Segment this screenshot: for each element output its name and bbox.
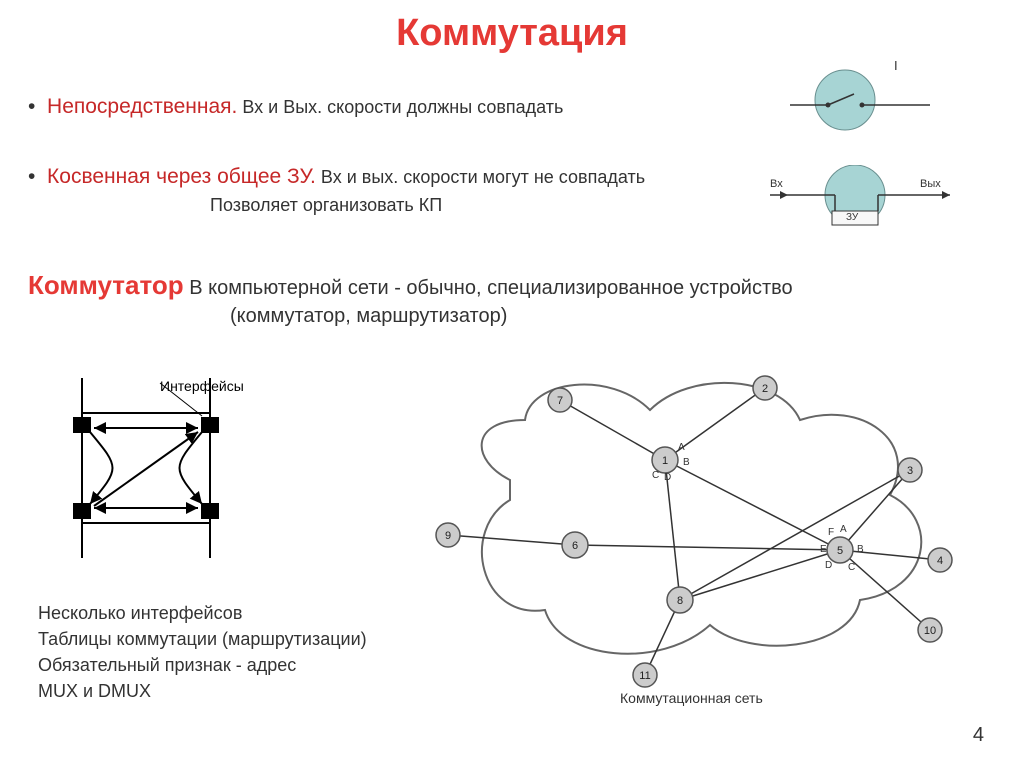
- section-commutator-sub: (коммутатор, маршрутизатор): [230, 305, 507, 328]
- note-line-2: Таблицы коммутации (маршрутизации): [38, 626, 367, 652]
- svg-text:C: C: [652, 470, 659, 481]
- page-number: 4: [973, 724, 984, 747]
- svg-text:B: B: [683, 457, 690, 468]
- bullet-direct: • Непосредственная. Вх и Вых. скорости д…: [28, 95, 563, 119]
- bullet-indirect-rest: Вх и вых. скорости могут не совпадать: [316, 167, 645, 187]
- svg-text:5: 5: [837, 545, 843, 557]
- svg-text:A: A: [678, 442, 685, 453]
- svg-text:6: 6: [572, 540, 578, 552]
- svg-text:10: 10: [924, 625, 936, 637]
- svg-text:D: D: [825, 560, 832, 571]
- interfaces-diagram: [60, 378, 260, 558]
- network-caption: Коммутационная сеть: [620, 690, 763, 706]
- svg-text:3: 3: [907, 465, 913, 477]
- page-title: Коммутация: [0, 12, 1024, 55]
- bullet-indirect-sub: Позволяет организовать КП: [210, 195, 442, 216]
- section-commutator-term: Коммутатор: [28, 270, 184, 300]
- svg-text:F: F: [828, 527, 834, 538]
- network-diagram: 1568234791011 ABCDFAEBDC: [430, 360, 970, 690]
- note-line-1: Несколько интерфейсов: [38, 600, 367, 626]
- label-zu: ЗУ: [846, 212, 858, 223]
- svg-text:4: 4: [937, 555, 943, 567]
- bullet-indirect-term: Косвенная через общее ЗУ.: [47, 165, 316, 188]
- svg-text:9: 9: [445, 530, 451, 542]
- svg-text:C: C: [848, 562, 855, 573]
- bullet-direct-rest: Вх и Вых. скорости должны совпадать: [237, 97, 563, 117]
- switch-indirect-icon: [770, 165, 950, 235]
- bullet-direct-term: Непосредственная.: [47, 95, 237, 118]
- switch-direct-icon: [790, 65, 930, 135]
- svg-text:2: 2: [762, 383, 768, 395]
- svg-text:8: 8: [677, 595, 683, 607]
- svg-text:7: 7: [557, 395, 563, 407]
- svg-text:D: D: [664, 472, 671, 483]
- svg-text:B: B: [857, 544, 864, 555]
- svg-text:11: 11: [639, 670, 650, 682]
- section-commutator-rest: В компьютерной сети - обычно, специализи…: [184, 277, 793, 299]
- note-line-3: Обязательный признак - адрес: [38, 652, 367, 678]
- section-commutator: Коммутатор В компьютерной сети - обычно,…: [28, 270, 793, 301]
- svg-text:E: E: [820, 544, 827, 555]
- svg-text:1: 1: [662, 455, 668, 467]
- note-line-4: MUX и DMUX: [38, 678, 367, 704]
- bottom-notes: Несколько интерфейсов Таблицы коммутации…: [38, 600, 367, 704]
- bullet-indirect: • Косвенная через общее ЗУ. Вх и вых. ск…: [28, 165, 645, 189]
- svg-text:A: A: [840, 524, 847, 535]
